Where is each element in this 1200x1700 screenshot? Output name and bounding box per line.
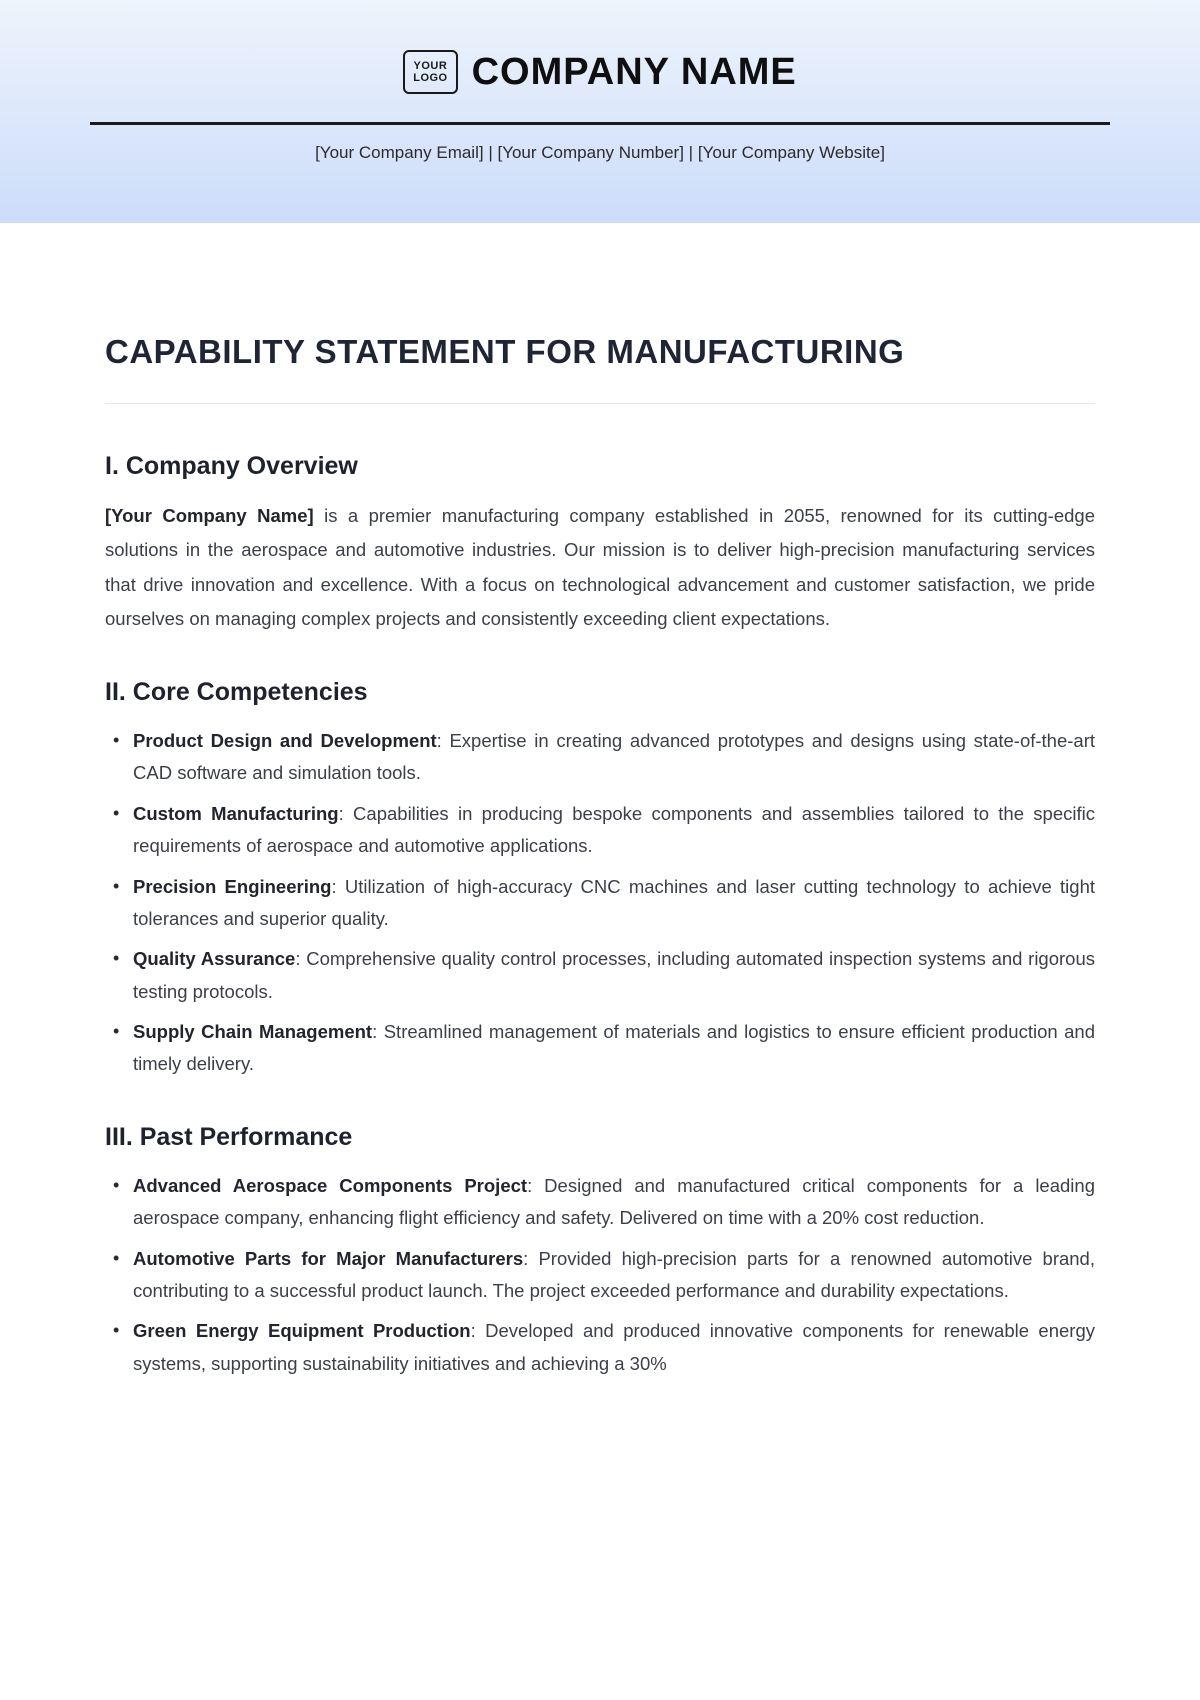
list-item-bold: Green Energy Equipment Production	[133, 1320, 471, 1341]
list-item-bold: Precision Engineering	[133, 876, 331, 897]
overview-paragraph: [Your Company Name] is a premier manufac…	[105, 499, 1095, 636]
document-title: CAPABILITY STATEMENT FOR MANUFACTURING	[105, 333, 1095, 371]
list-item: Product Design and Development: Expertis…	[105, 725, 1095, 790]
list-item: Quality Assurance: Comprehensive quality…	[105, 943, 1095, 1008]
contact-website: [Your Company Website]	[698, 143, 885, 162]
separator: |	[484, 143, 498, 162]
header-divider	[90, 122, 1110, 125]
competencies-list: Product Design and Development: Expertis…	[105, 725, 1095, 1081]
logo-text-line1: YOUR	[414, 60, 448, 72]
company-name: COMPANY NAME	[472, 51, 797, 94]
list-item-bold: Quality Assurance	[133, 948, 295, 969]
section-heading-competencies: II. Core Competencies	[105, 678, 1095, 707]
list-item: Automotive Parts for Major Manufacturers…	[105, 1243, 1095, 1308]
overview-bold-lead: [Your Company Name]	[105, 505, 314, 526]
list-item-bold: Advanced Aerospace Components Project	[133, 1175, 527, 1196]
list-item-bold: Custom Manufacturing	[133, 803, 339, 824]
section-heading-performance: III. Past Performance	[105, 1123, 1095, 1152]
logo-placeholder: YOUR LOGO	[403, 50, 457, 94]
section-heading-overview: I. Company Overview	[105, 452, 1095, 481]
document-content: CAPABILITY STATEMENT FOR MANUFACTURING I…	[0, 223, 1200, 1380]
list-item-bold: Product Design and Development	[133, 730, 437, 751]
contact-email: [Your Company Email]	[315, 143, 484, 162]
logo-text-line2: LOGO	[413, 72, 447, 84]
list-item: Supply Chain Management: Streamlined man…	[105, 1016, 1095, 1081]
list-item-bold: Automotive Parts for Major Manufacturers	[133, 1248, 523, 1269]
logo-row: YOUR LOGO COMPANY NAME	[90, 50, 1110, 94]
list-item: Advanced Aerospace Components Project: D…	[105, 1170, 1095, 1235]
list-item: Green Energy Equipment Production: Devel…	[105, 1315, 1095, 1380]
list-item: Precision Engineering: Utilization of hi…	[105, 871, 1095, 936]
contact-number: [Your Company Number]	[497, 143, 683, 162]
header-band: YOUR LOGO COMPANY NAME [Your Company Ema…	[0, 0, 1200, 223]
title-divider	[105, 403, 1095, 404]
contact-line: [Your Company Email] | [Your Company Num…	[90, 143, 1110, 163]
list-item: Custom Manufacturing: Capabilities in pr…	[105, 798, 1095, 863]
performance-list: Advanced Aerospace Components Project: D…	[105, 1170, 1095, 1380]
list-item-bold: Supply Chain Management	[133, 1021, 372, 1042]
separator: |	[684, 143, 698, 162]
